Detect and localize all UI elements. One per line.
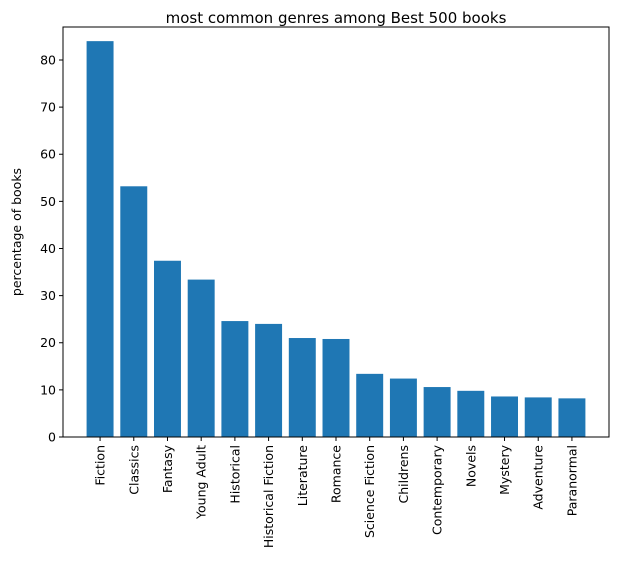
x-tick-label: Historical xyxy=(227,445,242,504)
x-tick-label: Paranormal xyxy=(564,445,579,516)
x-tick-label: Contemporary xyxy=(430,444,445,535)
chart-title: most common genres among Best 500 books xyxy=(166,9,507,27)
x-tick-label: Adventure xyxy=(531,445,546,510)
bar-paranormal xyxy=(558,398,586,437)
y-tick-label: 40 xyxy=(40,241,56,256)
bar-adventure xyxy=(524,397,552,437)
y-tick-label: 60 xyxy=(40,147,56,162)
bar-childrens xyxy=(389,378,417,437)
bar-young-adult xyxy=(187,279,215,437)
bar-fiction xyxy=(86,41,114,437)
plot-frame xyxy=(62,26,610,438)
x-tick-label: Science Fiction xyxy=(362,445,377,538)
x-tick-label: Young Adult xyxy=(194,445,209,520)
bar-historical xyxy=(221,321,249,437)
x-tick-label: Fiction xyxy=(93,445,108,486)
y-tick-label: 20 xyxy=(40,335,56,350)
x-tick-label: Romance xyxy=(329,445,344,503)
x-tick-label: Literature xyxy=(295,445,310,507)
bar-classics xyxy=(120,186,148,437)
y-tick-label: 10 xyxy=(40,382,56,397)
bar-mystery xyxy=(491,396,518,437)
x-tick-label: Fantasy xyxy=(160,444,175,493)
bar-fantasy xyxy=(154,260,181,437)
y-tick-label: 30 xyxy=(40,288,56,303)
bar-romance xyxy=(322,338,350,437)
bar-contemporary xyxy=(423,387,451,437)
y-tick-label: 0 xyxy=(48,430,56,445)
x-tick-label: Novels xyxy=(463,445,478,487)
bar-novels xyxy=(457,390,485,437)
y-tick-label: 50 xyxy=(40,194,56,209)
y-axis: 0 10 20 30 40 50 60 70 80 xyxy=(40,52,63,445)
y-tick-label: 80 xyxy=(40,52,56,67)
y-axis-label: percentage of books xyxy=(9,168,24,296)
bar-literature xyxy=(288,338,316,437)
x-tick-label: Historical Fiction xyxy=(261,445,276,548)
y-tick-label: 70 xyxy=(40,100,56,115)
x-axis: Fiction Classics Fantasy Young Adult Histori… xyxy=(93,437,579,548)
bars-layer xyxy=(86,41,586,437)
x-tick-label: Mystery xyxy=(497,444,512,494)
bar-historical-fiction xyxy=(255,323,283,437)
x-tick-label: Childrens xyxy=(396,445,411,504)
bar-science-fiction xyxy=(356,373,384,437)
x-tick-label: Classics xyxy=(126,445,141,495)
